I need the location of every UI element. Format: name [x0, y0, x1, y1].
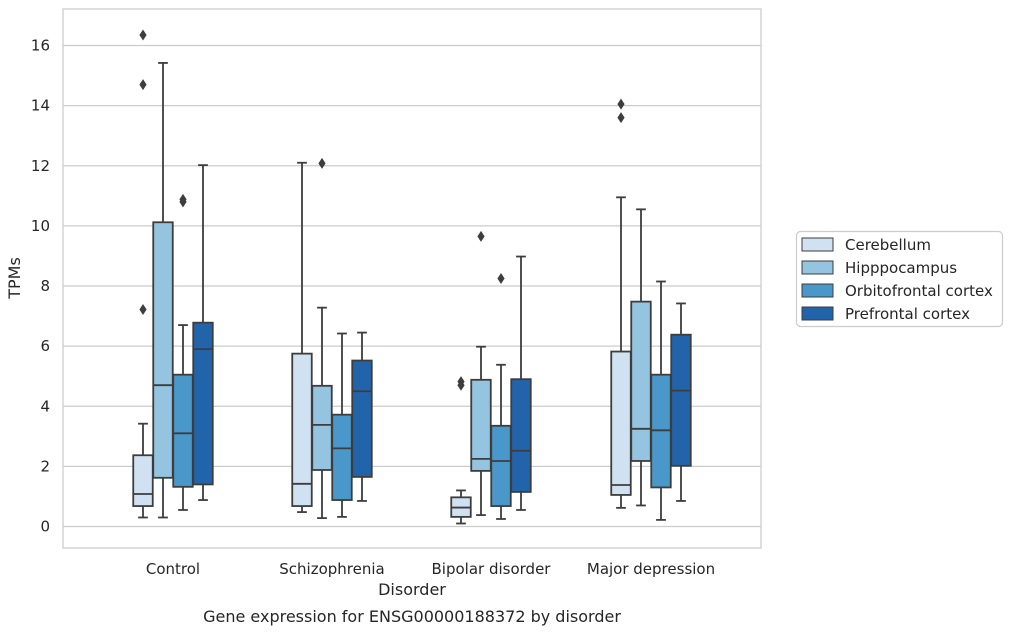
outlier-point: [617, 98, 625, 110]
y-tick-label: 8: [40, 277, 50, 295]
y-tick-label: 6: [40, 337, 50, 355]
box-cerebellum: [132, 29, 154, 519]
box-iqr: [610, 350, 632, 496]
x-tick-label: Bipolar disorder: [432, 560, 552, 578]
x-tick-label: Control: [146, 560, 200, 578]
box-orbitofrontal-cortex: [650, 280, 672, 521]
box-iqr: [351, 359, 373, 478]
legend-swatch: [801, 260, 834, 275]
legend-label: Orbitofrontal cortex: [845, 282, 993, 300]
x-axis-ticks: Control Schizophrenia Bipolar disorder Majo…: [146, 560, 715, 578]
box-iqr: [490, 424, 512, 507]
box-iqr: [630, 300, 652, 462]
outlier-point: [457, 376, 465, 388]
box-orbitofrontal-cortex: [490, 272, 512, 520]
y-tick-label: 10: [31, 217, 50, 235]
legend-swatch: [801, 306, 834, 321]
box-orbitofrontal-cortex: [172, 193, 194, 511]
box-prefrontal-cortex: [510, 255, 532, 511]
box-prefrontal-cortex: [351, 331, 373, 502]
box-hipppocampus: [152, 62, 174, 519]
legend-label: Hipppocampus: [845, 259, 957, 277]
box-iqr: [311, 384, 333, 471]
plot-frame: [62, 8, 762, 549]
box-prefrontal-cortex: [670, 302, 692, 502]
box-cerebellum: [291, 161, 313, 513]
legend-frame: [795, 230, 1004, 328]
box-iqr: [670, 333, 692, 467]
box-iqr: [470, 378, 492, 472]
outlier-point: [318, 157, 326, 169]
outlier-point: [139, 303, 147, 315]
outlier-point: [497, 272, 505, 284]
y-axis-label: TPMs: [5, 257, 24, 300]
legend-label: Cerebellum: [845, 236, 931, 254]
y-tick-label: 14: [31, 97, 50, 115]
box-iqr: [152, 221, 174, 479]
chart-caption: Gene expression for ENSG00000188372 by d…: [203, 607, 621, 626]
box-prefrontal-cortex: [192, 164, 214, 501]
x-tick-label: Major depression: [587, 560, 715, 578]
box-hipppocampus: [311, 157, 333, 519]
box-cerebellum: [610, 98, 632, 509]
outlier-point: [139, 79, 147, 91]
y-tick-label: 16: [31, 37, 50, 55]
x-axis-label: Disorder: [378, 580, 446, 599]
outlier-point: [477, 230, 485, 242]
x-tick-label: Schizophrenia: [279, 560, 384, 578]
y-axis-ticks: 0 2 4 6 8 10 12 14 16: [31, 37, 50, 536]
boxes: [132, 29, 692, 525]
box-iqr: [192, 321, 214, 486]
y-tick-label: 12: [31, 157, 50, 175]
y-tick-label: 0: [40, 518, 50, 536]
legend: Cerebellum Hipppocampus Orbitofrontal cort…: [795, 230, 1004, 328]
legend-label: Prefrontal cortex: [845, 305, 970, 323]
box-hipppocampus: [630, 208, 652, 507]
box-iqr: [510, 378, 532, 493]
box-iqr: [132, 454, 154, 507]
box-iqr: [331, 413, 353, 501]
legend-swatch: [801, 283, 834, 298]
outlier-point: [179, 193, 187, 205]
outlier-point: [139, 29, 147, 41]
box-iqr: [172, 373, 194, 488]
y-tick-label: 2: [40, 457, 50, 475]
legend-swatch: [801, 237, 834, 252]
outlier-point: [617, 112, 625, 124]
y-tick-label: 4: [40, 397, 50, 415]
box-orbitofrontal-cortex: [331, 332, 353, 518]
box-cerebellum: [450, 376, 472, 525]
box-hipppocampus: [470, 230, 492, 516]
